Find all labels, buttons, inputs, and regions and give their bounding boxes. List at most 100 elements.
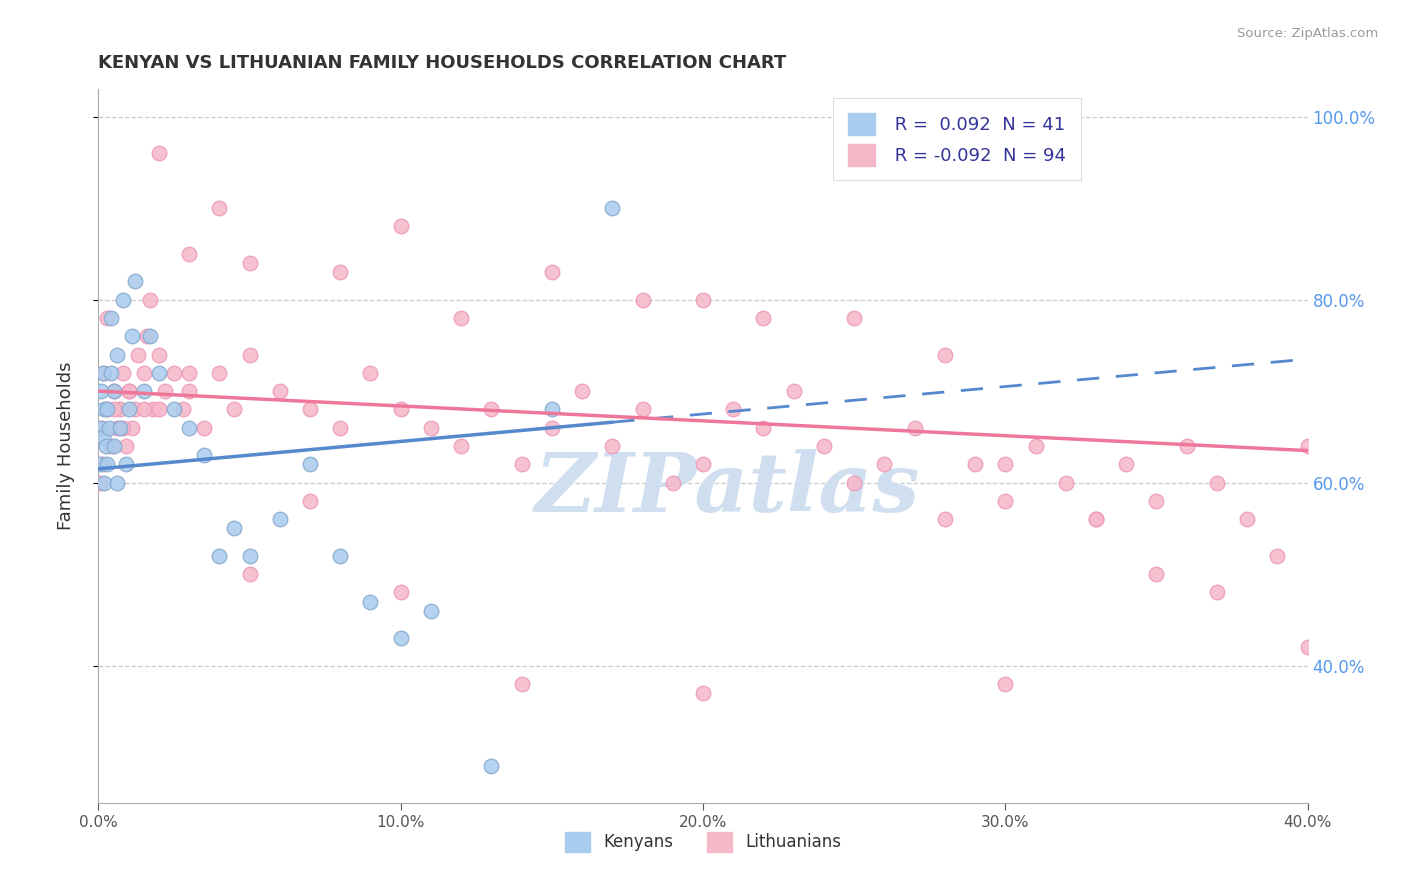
Point: [121, 420, 143, 434]
Point: [299, 402, 322, 417]
Point: [111, 420, 134, 434]
Point: [139, 293, 162, 307]
Point: [692, 458, 714, 472]
Point: [90, 384, 112, 398]
Point: [111, 293, 134, 307]
Point: [118, 402, 141, 417]
Point: [91, 430, 114, 444]
Point: [208, 366, 231, 380]
Point: [934, 512, 956, 526]
Point: [389, 631, 412, 645]
Point: [329, 265, 352, 279]
Point: [994, 677, 1017, 691]
Point: [132, 384, 155, 398]
Point: [124, 402, 146, 417]
Point: [481, 402, 503, 417]
Point: [450, 310, 472, 325]
Point: [752, 420, 775, 434]
Point: [118, 384, 141, 398]
Point: [179, 366, 201, 380]
Point: [299, 458, 322, 472]
Point: [1206, 585, 1229, 599]
Point: [752, 310, 775, 325]
Point: [103, 384, 125, 398]
Point: [540, 420, 562, 434]
Point: [91, 458, 114, 472]
Point: [692, 686, 714, 700]
Point: [139, 329, 162, 343]
Point: [96, 402, 118, 417]
Point: [510, 677, 533, 691]
Point: [127, 347, 149, 361]
Point: [163, 402, 186, 417]
Point: [239, 347, 262, 361]
Point: [148, 347, 170, 361]
Point: [132, 402, 155, 417]
Point: [96, 458, 118, 472]
Point: [661, 475, 683, 490]
Point: [269, 512, 291, 526]
Point: [360, 366, 382, 380]
Point: [329, 420, 352, 434]
Point: [179, 420, 201, 434]
Point: [844, 475, 866, 490]
Point: [100, 310, 122, 325]
Point: [1146, 567, 1168, 582]
Point: [965, 458, 987, 472]
Point: [91, 366, 114, 380]
Point: [1296, 439, 1319, 453]
Point: [103, 402, 125, 417]
Point: [163, 366, 186, 380]
Point: [602, 439, 624, 453]
Point: [172, 402, 194, 417]
Point: [111, 366, 134, 380]
Point: [723, 402, 745, 417]
Point: [510, 458, 533, 472]
Point: [89, 475, 111, 490]
Point: [1236, 512, 1258, 526]
Point: [1267, 549, 1289, 563]
Legend: Kenyans, Lithuanians: Kenyans, Lithuanians: [558, 825, 848, 859]
Point: [389, 402, 412, 417]
Point: [329, 549, 352, 563]
Text: Source: ZipAtlas.com: Source: ZipAtlas.com: [1237, 27, 1378, 40]
Point: [1206, 475, 1229, 490]
Point: [108, 402, 131, 417]
Point: [631, 293, 654, 307]
Point: [208, 201, 231, 215]
Point: [420, 420, 443, 434]
Point: [148, 146, 170, 161]
Point: [389, 219, 412, 234]
Point: [179, 384, 201, 398]
Point: [93, 366, 115, 380]
Point: [1085, 512, 1108, 526]
Point: [239, 567, 262, 582]
Point: [103, 384, 125, 398]
Point: [100, 439, 122, 453]
Text: ZIPatlas: ZIPatlas: [534, 449, 920, 529]
Point: [90, 420, 112, 434]
Point: [994, 494, 1017, 508]
Point: [105, 475, 128, 490]
Point: [108, 420, 131, 434]
Point: [90, 420, 112, 434]
Point: [360, 594, 382, 608]
Point: [1024, 439, 1046, 453]
Point: [118, 384, 141, 398]
Text: KENYAN VS LITHUANIAN FAMILY HOUSEHOLDS CORRELATION CHART: KENYAN VS LITHUANIAN FAMILY HOUSEHOLDS C…: [98, 54, 787, 72]
Point: [124, 274, 146, 288]
Point: [153, 384, 176, 398]
Point: [94, 439, 117, 453]
Point: [1115, 458, 1137, 472]
Point: [631, 402, 654, 417]
Point: [994, 458, 1017, 472]
Point: [96, 310, 118, 325]
Point: [224, 521, 246, 535]
Point: [105, 347, 128, 361]
Point: [224, 402, 246, 417]
Point: [239, 256, 262, 270]
Point: [481, 759, 503, 773]
Point: [98, 420, 121, 434]
Point: [193, 420, 215, 434]
Point: [132, 366, 155, 380]
